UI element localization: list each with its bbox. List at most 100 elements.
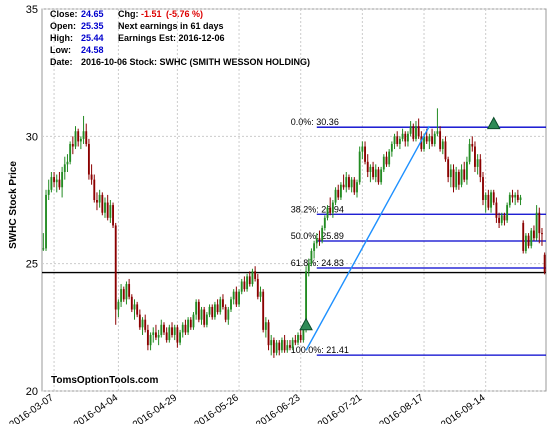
candle-body [527, 235, 530, 246]
candle-body [289, 345, 291, 348]
fib-label: 50.0%: 25.89 [291, 231, 344, 241]
candle-body [425, 136, 428, 142]
candle-body [152, 332, 155, 335]
candle-body [423, 136, 425, 150]
candle-body [42, 248, 45, 250]
candle-body [98, 194, 101, 203]
chg-value: -1.51 [141, 9, 162, 19]
candle-body [390, 143, 393, 152]
candle-body [516, 194, 519, 200]
candle-body [388, 151, 391, 165]
x-tick-label: 2016-05-26 [193, 392, 242, 424]
candle-body [331, 202, 334, 213]
candle-body [227, 309, 230, 320]
close-value: 24.65 [81, 9, 104, 19]
candle-body [216, 304, 219, 313]
candle-body [350, 179, 353, 188]
candle-body [420, 136, 423, 150]
candle-body [342, 184, 345, 188]
candle-body [93, 179, 96, 200]
candle-body [133, 304, 136, 310]
candle-body [294, 340, 297, 343]
candle-body [109, 205, 112, 218]
candle-body [412, 126, 415, 139]
candle-body [224, 306, 227, 320]
candle-body [455, 171, 458, 188]
candle-body [222, 299, 224, 307]
candle-body [184, 324, 187, 333]
candle-body [356, 182, 358, 193]
candle-body [358, 151, 361, 183]
candle-body [532, 230, 535, 239]
triangle-marker [486, 116, 501, 130]
fib-label: 0.0%: 30.36 [291, 117, 339, 127]
candle-body [104, 202, 106, 213]
candle-body [484, 194, 487, 200]
candle-body [262, 291, 265, 330]
candle-body [144, 319, 147, 330]
candle-body [339, 184, 342, 198]
candle-body [452, 169, 455, 188]
candle-body [431, 136, 434, 144]
candle-body [506, 205, 509, 221]
candle-body [203, 309, 206, 325]
candle-body [369, 166, 372, 172]
candle-body [396, 136, 399, 144]
candle-body [334, 189, 337, 203]
candle-body [468, 143, 471, 162]
candle-body [433, 133, 436, 144]
candle-body [157, 334, 160, 338]
candle-body [176, 327, 179, 343]
x-tick-label: 2016-08-17 [378, 392, 427, 424]
candle-body [385, 156, 388, 165]
candle-body [122, 289, 125, 300]
candle-body [71, 143, 74, 147]
candle-body [50, 177, 53, 190]
next-earnings: Next earnings in 61 days [118, 21, 224, 31]
candle-body [192, 314, 195, 328]
candle-body [165, 332, 168, 341]
candle-body [219, 299, 222, 313]
candle-body [275, 342, 278, 353]
candle-body [120, 289, 123, 302]
candle-body [514, 194, 517, 198]
y-tick-label: 25 [26, 259, 38, 271]
date-line: 2016-10-06 Stock: SWHC (SMITH WESSON HOL… [81, 57, 310, 67]
candle-body [406, 133, 409, 142]
candle-body [87, 143, 90, 175]
candle-body [47, 189, 50, 195]
candle-body [382, 156, 385, 170]
triangle-marker [299, 317, 313, 331]
candle-body [168, 327, 171, 341]
candle-body [200, 309, 203, 320]
y-axis-label: SWHC Stock Price [8, 161, 19, 249]
chg-label: Chg: [118, 9, 139, 19]
open-label: Open: [50, 21, 76, 31]
candle-body [205, 314, 208, 325]
x-tick-label: 2016-06-23 [254, 392, 303, 424]
candle-body [302, 329, 305, 341]
candle-body [179, 332, 182, 343]
candle-body [173, 327, 176, 335]
candle-body [305, 271, 308, 330]
candle-body [460, 169, 463, 185]
candle-body [361, 146, 364, 152]
fib-label: 100.0%: 21.41 [291, 345, 349, 355]
open-value: 25.35 [81, 21, 104, 31]
candle-body [337, 189, 340, 198]
candle-body [232, 291, 235, 300]
candle-body [163, 324, 165, 333]
candle-body [353, 179, 356, 193]
candle-body [439, 131, 442, 150]
candle-body [524, 235, 527, 251]
candle-layer [42, 108, 546, 358]
info-panel: Close: 24.65 Chg: -1.51 (-5.76 %) Open: … [50, 9, 310, 67]
candle-body [235, 291, 238, 305]
trend-line [305, 125, 430, 351]
candle-body [503, 215, 506, 221]
candle-body [114, 225, 117, 310]
candle-body [195, 301, 198, 315]
candle-body [240, 281, 243, 292]
candle-body [465, 161, 468, 180]
